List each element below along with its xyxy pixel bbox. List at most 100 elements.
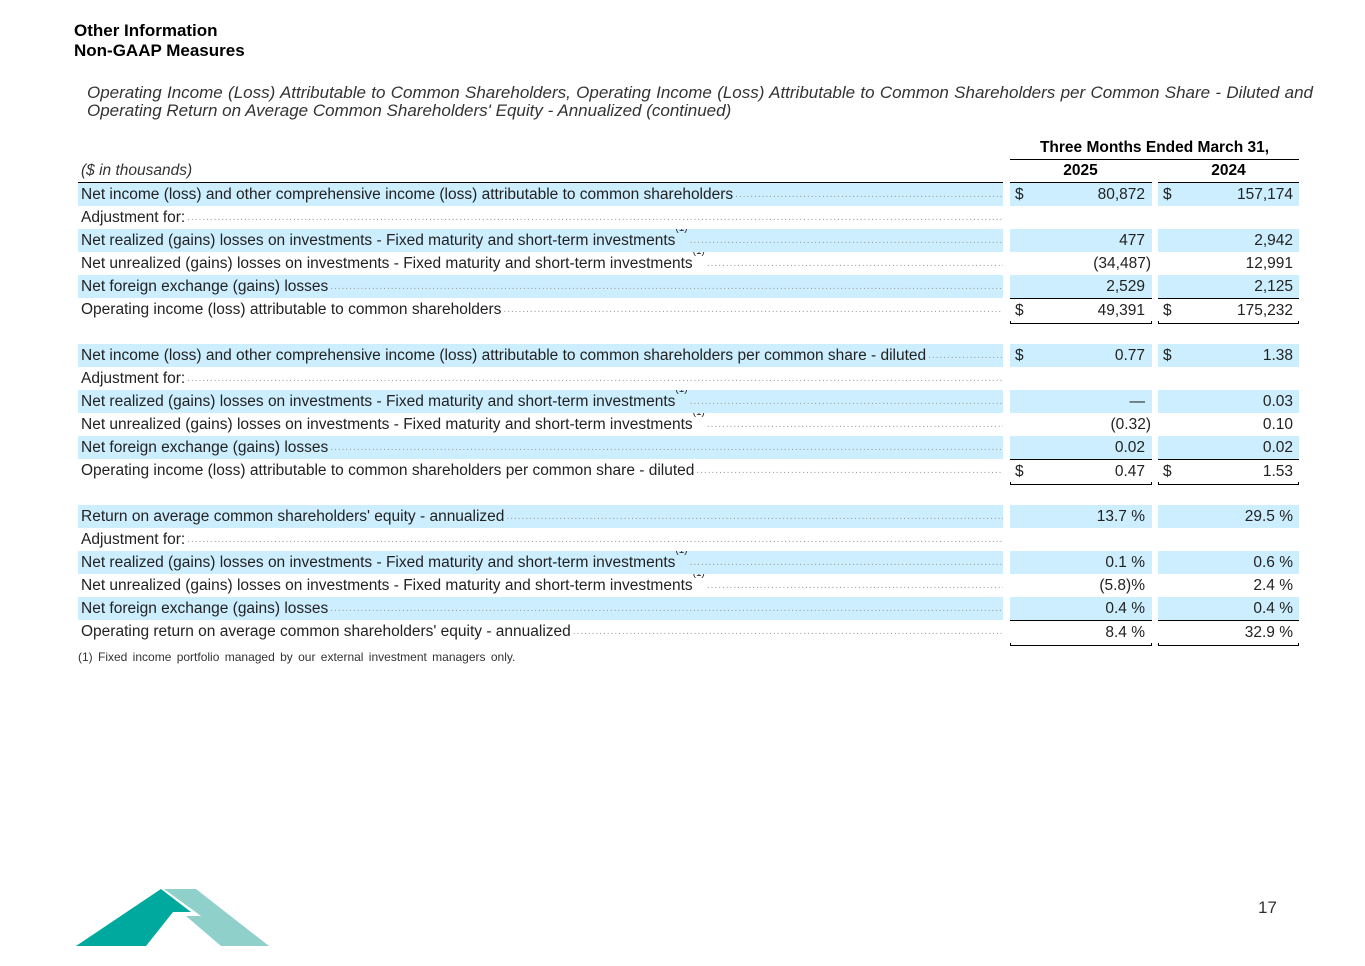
table-row: Net foreign exchange (gains) losses 2,529… bbox=[78, 275, 1299, 298]
row-label-text: Net realized (gains) losses on investmen… bbox=[81, 393, 676, 410]
table-row: Net income (loss) and other comprehensiv… bbox=[78, 344, 1299, 367]
value-cell-2024: $175,232 bbox=[1158, 298, 1299, 321]
table-row: Net unrealized (gains) losses on investm… bbox=[78, 252, 1299, 275]
value-cell-2025: (34,487) bbox=[1010, 252, 1152, 275]
spacer-row bbox=[78, 482, 1299, 505]
row-label-text: Net unrealized (gains) losses on investm… bbox=[81, 255, 693, 272]
row-label: Net unrealized (gains) losses on investm… bbox=[78, 574, 1003, 597]
value: 0.03 bbox=[1262, 393, 1293, 410]
company-logo bbox=[76, 889, 269, 946]
dot-leader bbox=[330, 436, 1003, 459]
value: 1.38 bbox=[1262, 347, 1293, 364]
dot-leader bbox=[696, 459, 1003, 482]
value-cell-2025 bbox=[1010, 367, 1152, 390]
value: 477 bbox=[1119, 232, 1145, 249]
value-cell-2024 bbox=[1158, 206, 1299, 229]
value: 2.4 % bbox=[1253, 577, 1293, 594]
value-cell-2025: (5.8)% bbox=[1010, 574, 1152, 597]
row-label: Net unrealized (gains) losses on investm… bbox=[78, 252, 1003, 275]
value-cell-2024: 32.9 % bbox=[1158, 620, 1299, 643]
currency-symbol: $ bbox=[1163, 302, 1172, 319]
table-row: Adjustment for: bbox=[78, 367, 1299, 390]
heading-title: Other Information bbox=[74, 21, 218, 40]
heading-subtitle: Non-GAAP Measures bbox=[74, 41, 245, 60]
value-cell-2024: 29.5 % bbox=[1158, 505, 1299, 528]
value: 0.6 % bbox=[1253, 554, 1293, 571]
dot-leader bbox=[187, 528, 1003, 551]
value-cell-2024 bbox=[1158, 367, 1299, 390]
dot-leader bbox=[187, 367, 1003, 390]
row-label-text: Net unrealized (gains) losses on investm… bbox=[81, 416, 693, 433]
table-row: Net foreign exchange (gains) losses 0.02 0… bbox=[78, 436, 1299, 459]
value-cell-2025 bbox=[1010, 528, 1152, 551]
value: 175,232 bbox=[1236, 302, 1293, 319]
value-cell-2024: 12,991 bbox=[1158, 252, 1299, 275]
currency-symbol: $ bbox=[1015, 302, 1024, 319]
row-label-text: Return on average common shareholders' e… bbox=[81, 508, 505, 525]
row-label: Net realized (gains) losses on investmen… bbox=[78, 390, 1003, 413]
header-rule bbox=[78, 182, 1003, 183]
value-cell-2025: — bbox=[1010, 390, 1152, 413]
value: (5.8)% bbox=[1099, 577, 1145, 594]
value-cell-2025: 0.4 % bbox=[1010, 597, 1152, 620]
table-row: Net realized (gains) losses on investmen… bbox=[78, 390, 1299, 413]
row-label: Adjustment for: bbox=[78, 367, 1003, 390]
currency-symbol: $ bbox=[1163, 347, 1172, 364]
value-cell-2025: 8.4 % bbox=[1010, 620, 1152, 643]
value: 29.5 % bbox=[1244, 508, 1293, 525]
value-cell-2025: 2,529 bbox=[1010, 275, 1152, 298]
column-group-header: Three Months Ended March 31, bbox=[1010, 139, 1299, 160]
footnote-marker: (1) bbox=[675, 229, 687, 252]
table-title: Operating Income (Loss) Attributable to … bbox=[87, 83, 1313, 120]
section-heading: Other Information Non-GAAP Measures bbox=[74, 21, 245, 61]
value: 0.77 bbox=[1114, 347, 1145, 364]
value-cell-2024: 0.10 bbox=[1158, 413, 1299, 436]
dot-leader bbox=[187, 206, 1003, 229]
value: 13.7 % bbox=[1096, 508, 1145, 525]
value: 8.4 % bbox=[1105, 624, 1145, 641]
table-row: Net unrealized (gains) losses on investm… bbox=[78, 574, 1299, 597]
value-cell-2024 bbox=[1158, 528, 1299, 551]
footnote-marker: (1) bbox=[675, 390, 687, 413]
row-label: Operating return on average common share… bbox=[78, 620, 1003, 643]
value-cell-2025: $49,391 bbox=[1010, 298, 1152, 321]
value: 80,872 bbox=[1097, 186, 1145, 203]
row-label: Operating income (loss) attributable to … bbox=[78, 459, 1003, 482]
value: 0.02 bbox=[1114, 439, 1145, 456]
footnote: (1) Fixed income portfolio managed by ou… bbox=[78, 650, 516, 664]
value-cell-2024: 0.6 % bbox=[1158, 551, 1299, 574]
row-label-text: Operating income (loss) attributable to … bbox=[81, 301, 502, 318]
dot-leader bbox=[330, 597, 1003, 620]
value: 0.47 bbox=[1114, 463, 1145, 480]
dot-leader bbox=[503, 298, 1003, 321]
value: 2,529 bbox=[1106, 278, 1145, 295]
currency-symbol: $ bbox=[1015, 186, 1024, 203]
row-label: Net realized (gains) losses on investmen… bbox=[78, 551, 1003, 574]
value-cell-2025: 0.1 % bbox=[1010, 551, 1152, 574]
value: 0.1 % bbox=[1105, 554, 1145, 571]
table-row: Adjustment for: bbox=[78, 206, 1299, 229]
row-label-text: Operating return on average common share… bbox=[81, 623, 571, 640]
row-label: Adjustment for: bbox=[78, 528, 1003, 551]
table-row: Operating income (loss) attributable to … bbox=[78, 298, 1299, 321]
value: 0.4 % bbox=[1105, 600, 1145, 617]
value: 32.9 % bbox=[1244, 624, 1293, 641]
row-label-text: Net realized (gains) losses on investmen… bbox=[81, 554, 676, 571]
value-cell-2024: 2.4 % bbox=[1158, 574, 1299, 597]
row-label: Net income (loss) and other comprehensiv… bbox=[78, 344, 1003, 367]
header-rule bbox=[1010, 182, 1152, 183]
header-rule bbox=[1158, 182, 1299, 183]
currency-symbol: $ bbox=[1163, 463, 1172, 480]
value-cell-2025: $80,872 bbox=[1010, 183, 1152, 206]
row-label: Return on average common shareholders' e… bbox=[78, 505, 1003, 528]
row-label-text: Net income (loss) and other comprehensiv… bbox=[81, 347, 927, 364]
row-label-text: Net foreign exchange (gains) losses bbox=[81, 439, 329, 456]
table-row: Operating income (loss) attributable to … bbox=[78, 459, 1299, 482]
value-cell-2024: 0.02 bbox=[1158, 436, 1299, 459]
currency-symbol: $ bbox=[1015, 463, 1024, 480]
table-row: Net unrealized (gains) losses on investm… bbox=[78, 413, 1299, 436]
table-row: Net realized (gains) losses on investmen… bbox=[78, 229, 1299, 252]
dot-leader bbox=[690, 229, 1003, 252]
dot-leader bbox=[506, 505, 1003, 528]
